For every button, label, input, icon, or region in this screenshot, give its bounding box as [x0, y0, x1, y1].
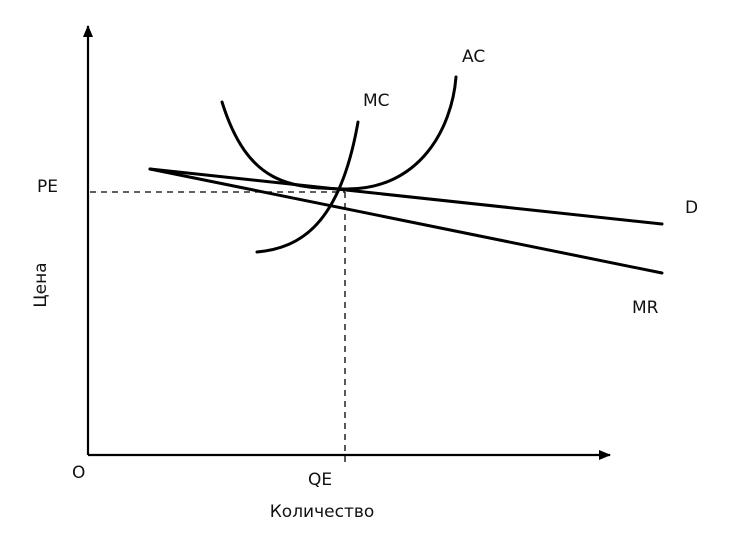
mc-label: MC	[363, 91, 390, 111]
mr-label: MR	[632, 298, 659, 318]
x-axis-label: Количество	[270, 502, 375, 522]
price-equilibrium-label: PE	[37, 177, 58, 197]
demand-curve	[148, 167, 664, 226]
ac-label: AC	[462, 47, 485, 67]
origin-label: O	[72, 463, 85, 483]
d-label: D	[685, 198, 698, 218]
ac-curve	[220, 75, 458, 191]
y-axis-label: Цена	[31, 262, 51, 307]
mc-curve	[255, 120, 360, 254]
quantity-equilibrium-label: QE	[308, 470, 332, 490]
marginal-revenue-curve	[148, 167, 664, 275]
